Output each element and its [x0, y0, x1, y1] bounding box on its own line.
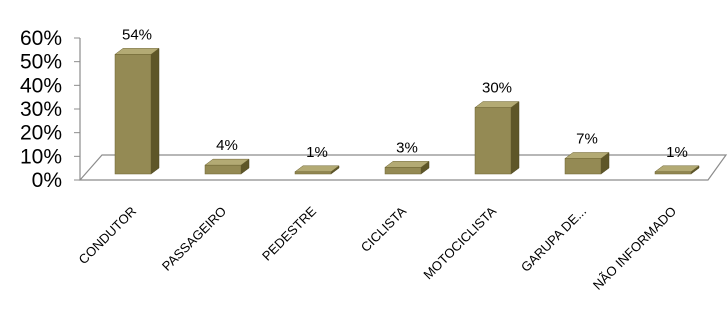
chart-floor [78, 154, 728, 181]
category-label: MOTOCICLISTA [420, 203, 499, 282]
category-label: CONDUTOR [76, 204, 140, 268]
data-label: 7% [576, 130, 598, 147]
data-label: 30% [482, 80, 512, 97]
category-label: PEDESTRE [259, 203, 319, 263]
bar [384, 160, 430, 175]
y-axis: 0%10%20%30%40%50%60% [20, 27, 81, 192]
y-tick-label: 10% [20, 145, 62, 168]
bar-top [204, 158, 250, 166]
category-label: NÃO INFORMADO [590, 204, 679, 293]
category-label: PASSAGEIRO [159, 204, 229, 274]
floor-plane [78, 154, 728, 181]
y-tick-label: 60% [20, 27, 62, 50]
bar-top [384, 161, 430, 168]
data-label: 1% [666, 144, 688, 161]
data-label: 3% [396, 139, 418, 156]
data-label: 1% [306, 144, 328, 161]
bar-top [654, 165, 700, 173]
category-label: GARUPA DE... [518, 204, 589, 275]
bar [114, 47, 160, 175]
bar-side [510, 101, 520, 175]
y-tick-label: 0% [32, 169, 62, 192]
bar [474, 101, 520, 175]
bar [294, 165, 340, 175]
bar-top [474, 101, 520, 108]
bar-front [294, 171, 332, 175]
bar-front [384, 167, 422, 175]
bar-front [114, 54, 152, 175]
bar-front [474, 107, 512, 175]
y-tick-label: 40% [20, 74, 62, 97]
data-labels: 54% 4% 1% 3% 30% 7% 1% [122, 26, 688, 160]
y-tick-label: 20% [20, 122, 62, 145]
bar-front [204, 164, 242, 175]
bar-front [654, 171, 692, 175]
bar [654, 165, 700, 175]
bar-top [564, 152, 610, 159]
bar [564, 151, 610, 175]
x-axis: CONDUTOR PASSAGEIRO PEDESTRE CICLISTA MOTOCI… [76, 203, 680, 292]
bar-front [564, 158, 602, 175]
data-label: 54% [122, 26, 152, 43]
bar-top [294, 165, 340, 173]
y-tick-label: 30% [20, 98, 62, 121]
bar [204, 158, 250, 175]
bar-side [150, 47, 160, 175]
data-label: 4% [216, 137, 238, 154]
y-tick-label: 50% [20, 51, 62, 74]
category-label: CICLISTA [358, 203, 410, 255]
bar-top [114, 48, 160, 55]
bars [114, 47, 700, 175]
